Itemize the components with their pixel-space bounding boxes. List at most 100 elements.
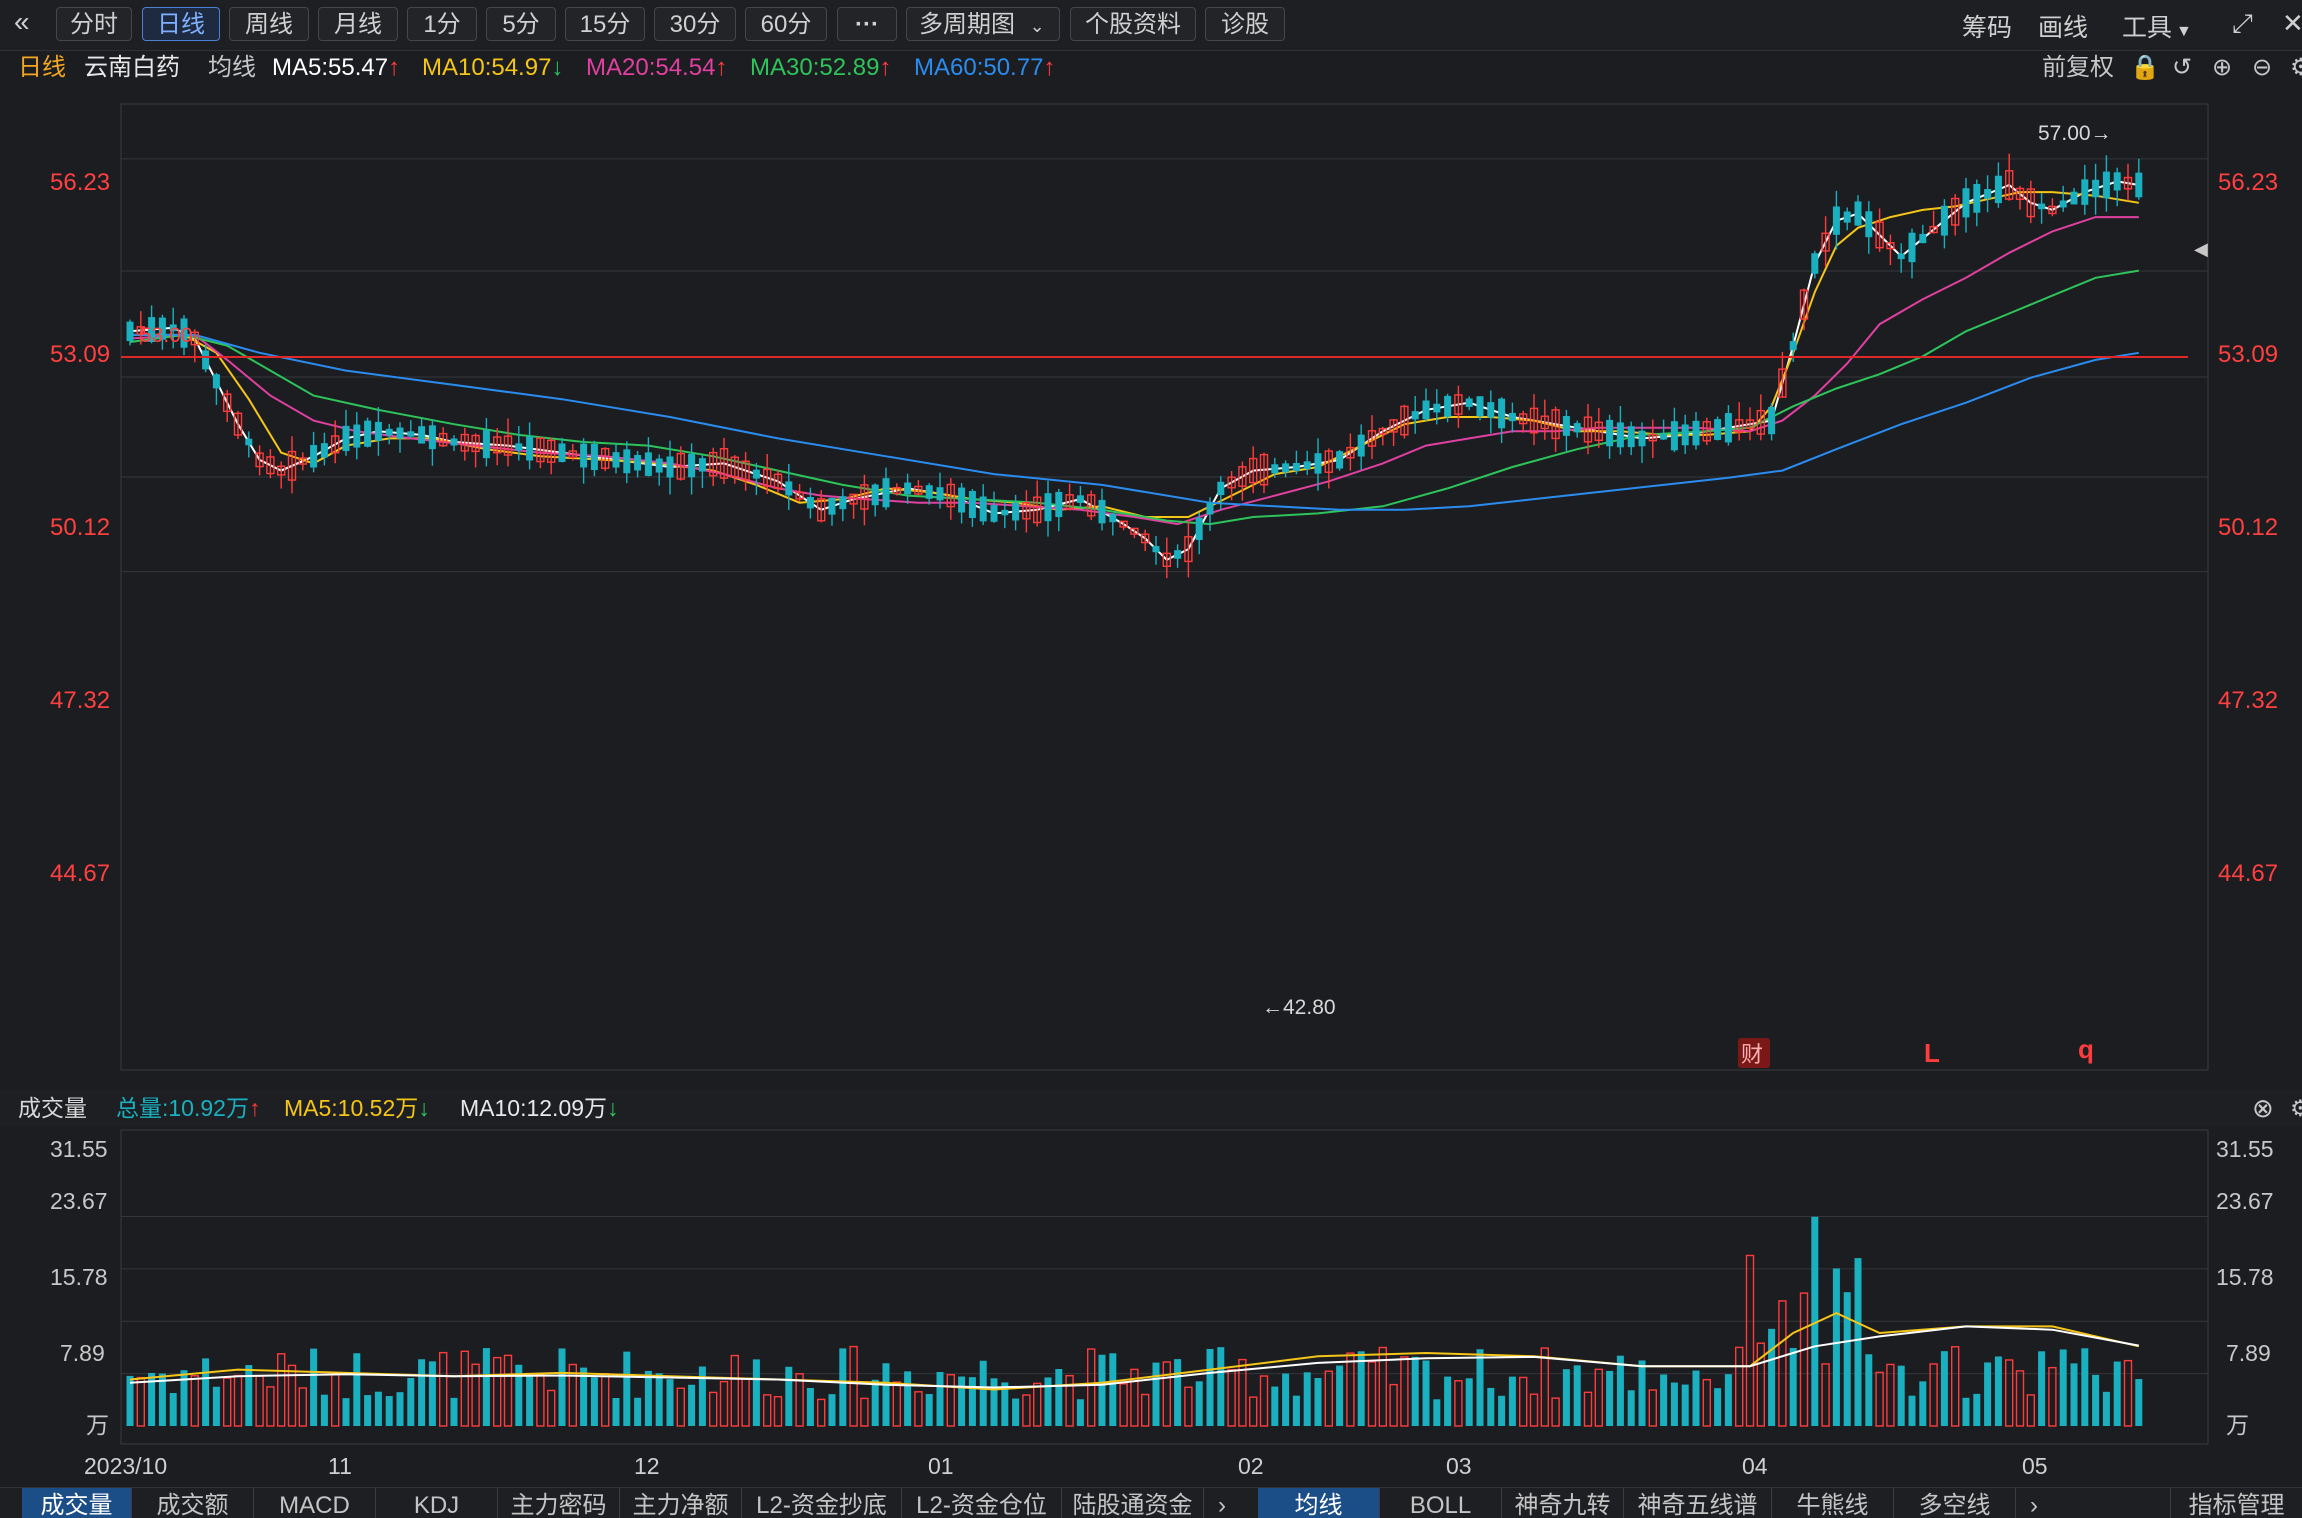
- more-icon[interactable]: ···: [837, 7, 897, 41]
- tab-l2-bottom[interactable]: L2-资金抄底: [742, 1488, 902, 1518]
- tab-yuexian[interactable]: 月线: [318, 7, 398, 41]
- zoom-out-icon[interactable]: ⊖: [2252, 54, 2273, 81]
- settings-icon[interactable]: ⚙: [2290, 1095, 2302, 1121]
- tools-button[interactable]: 工具 ▼: [2122, 8, 2192, 44]
- reset-icon[interactable]: ↺: [2172, 54, 2193, 81]
- volume-total: 总量:10.92万↑: [116, 1090, 260, 1126]
- fq-dropdown[interactable]: 前复权: [2042, 54, 2114, 81]
- candle-down: [990, 505, 998, 522]
- candle-up: [2026, 188, 2036, 218]
- price-tick-right: 50.12: [2218, 514, 2278, 541]
- volume-bar-up: [1389, 1383, 1398, 1427]
- candle-up: [1259, 453, 1269, 486]
- tab-macd[interactable]: MACD: [254, 1488, 376, 1518]
- volume-chart[interactable]: 31.55 23.67 15.78 7.89 万 31.55 23.67 15.…: [0, 1126, 2302, 1487]
- candle-up: [1756, 409, 1766, 435]
- stock-profile-button[interactable]: 个股资料: [1070, 7, 1196, 41]
- tab-fenshi[interactable]: 分时: [56, 7, 132, 41]
- multi-period-dropdown[interactable]: 多周期图 ⌄: [906, 7, 1060, 41]
- volume-ma-lines: [129, 1311, 2140, 1391]
- tab-30min[interactable]: 30分: [654, 7, 736, 41]
- tab-rixian[interactable]: 日线: [142, 7, 220, 41]
- volume-bar-down: [526, 1375, 534, 1426]
- chevron-right-icon[interactable]: ›: [1218, 1492, 1226, 1518]
- volume-bar-down: [418, 1359, 426, 1426]
- tab-five-line[interactable]: 神奇五线谱: [1624, 1488, 1772, 1518]
- tab-15min[interactable]: 15分: [565, 7, 645, 41]
- candle-down: [871, 484, 879, 506]
- volume-bar-up: [460, 1350, 469, 1427]
- draw-line-button[interactable]: 画线: [2038, 14, 2089, 42]
- candle-down: [1940, 205, 1948, 236]
- tab-main-net[interactable]: 主力净额: [620, 1488, 742, 1518]
- ma-label[interactable]: 均线: [208, 54, 256, 81]
- ma5-text: MA5:55.47: [272, 54, 389, 81]
- volume-bar-up: [233, 1374, 243, 1427]
- candle-down: [1573, 423, 1581, 433]
- price-grid: [121, 158, 2208, 573]
- vol-tick-left: 7.89: [60, 1340, 105, 1366]
- close-icon[interactable]: ✕: [2282, 8, 2302, 38]
- candle-up: [1248, 457, 1258, 484]
- vol-tick-right: 23.67: [2216, 1188, 2274, 1214]
- tab-5min[interactable]: 5分: [486, 7, 556, 41]
- volume-bar-down: [1098, 1354, 1106, 1426]
- candle-down: [1422, 400, 1430, 420]
- candle-up: [709, 451, 718, 477]
- lock-icon[interactable]: 🔒: [2130, 54, 2160, 81]
- volume-bar-up: [1032, 1382, 1042, 1427]
- stock-name[interactable]: 云南白药: [84, 54, 180, 81]
- tab-zhouxian[interactable]: 周线: [229, 7, 309, 41]
- candle-down: [1271, 464, 1279, 474]
- tab-1min[interactable]: 1分: [407, 7, 477, 41]
- candle-up: [1929, 225, 1938, 234]
- candle-up: [1778, 368, 1787, 398]
- candle-down: [1292, 463, 1300, 471]
- settings-icon[interactable]: ⚙: [2290, 54, 2302, 81]
- diagnose-button[interactable]: 诊股: [1205, 7, 1285, 41]
- tab-main-code[interactable]: 主力密码: [498, 1488, 620, 1518]
- fullscreen-icon[interactable]: ⤢: [2232, 8, 2253, 38]
- candle-up: [795, 491, 804, 500]
- volume-title[interactable]: 成交量: [18, 1095, 87, 1121]
- candle-down: [1336, 451, 1344, 469]
- volume-bar-down: [1195, 1381, 1203, 1426]
- volume-bar-up: [331, 1373, 340, 1427]
- tab-nine-turn[interactable]: 神奇九转: [1502, 1488, 1624, 1518]
- volume-bar-down: [1055, 1369, 1063, 1426]
- volume-bar-up: [1248, 1396, 1258, 1427]
- candle-down: [1411, 411, 1419, 420]
- candle-down: [407, 431, 415, 437]
- chevron-right-icon[interactable]: ›: [2030, 1492, 2038, 1518]
- tab-ma[interactable]: 均线: [1258, 1488, 1380, 1518]
- tab-boll[interactable]: BOLL: [1380, 1488, 1502, 1518]
- indicator-info-bar: 日线 云南白药 均线 MA5:55.47↑ MA10:54.97↓ MA20:5…: [0, 50, 2302, 86]
- tab-northbound[interactable]: 陆股通资金: [1062, 1488, 1204, 1518]
- price-tick-left: 56.23: [50, 169, 110, 196]
- volume-bar-down: [1357, 1351, 1365, 1426]
- tab-long-short[interactable]: 多空线: [1894, 1488, 2016, 1518]
- volume-bar-up: [719, 1380, 729, 1427]
- chips-button[interactable]: 筹码: [1962, 14, 2013, 42]
- tab-volume[interactable]: 成交量: [22, 1488, 132, 1518]
- volume-bar-down: [482, 1348, 490, 1426]
- zoom-in-icon[interactable]: ⊕: [2212, 54, 2233, 81]
- x-tick: 12: [634, 1453, 660, 1479]
- indicator-manage-button[interactable]: 指标管理: [2170, 1488, 2302, 1518]
- price-chart[interactable]: 56.23 53.09 50.12 47.32 44.67 56.23 53.0…: [0, 86, 2302, 1090]
- volume-bar-down: [936, 1371, 944, 1426]
- close-indicator-icon[interactable]: ⊗: [2252, 1093, 2274, 1123]
- tab-kdj[interactable]: KDJ: [376, 1488, 498, 1518]
- down-arrow-icon: ↓: [551, 54, 564, 81]
- price-tick-right: 53.09: [2218, 341, 2278, 368]
- volume-bar-down: [958, 1376, 966, 1426]
- volume-bar-down: [450, 1397, 458, 1426]
- volume-bar-up: [1529, 1393, 1539, 1427]
- volume-bar-down: [310, 1348, 318, 1426]
- tab-bull-bear[interactable]: 牛熊线: [1772, 1488, 1894, 1518]
- tab-l2-position[interactable]: L2-资金仓位: [902, 1488, 1062, 1518]
- candle-down: [925, 485, 933, 499]
- double-chevron-left-icon[interactable]: «: [14, 6, 30, 37]
- tab-turnover[interactable]: 成交额: [132, 1488, 254, 1518]
- tab-60min[interactable]: 60分: [745, 7, 827, 41]
